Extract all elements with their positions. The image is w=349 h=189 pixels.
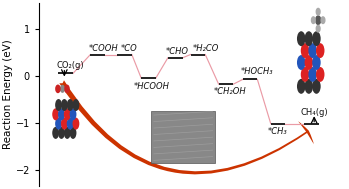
Circle shape — [309, 43, 317, 58]
Circle shape — [301, 43, 309, 58]
Circle shape — [69, 127, 76, 139]
Text: *H₂CO: *H₂CO — [193, 44, 219, 53]
Text: *CHO: *CHO — [166, 47, 189, 56]
Circle shape — [61, 86, 64, 92]
Circle shape — [297, 55, 305, 70]
Circle shape — [316, 9, 320, 15]
Circle shape — [61, 99, 68, 111]
Circle shape — [69, 108, 76, 120]
Circle shape — [316, 25, 320, 32]
Circle shape — [309, 67, 317, 82]
Circle shape — [58, 127, 65, 139]
Circle shape — [312, 17, 315, 23]
Circle shape — [297, 31, 305, 46]
Circle shape — [316, 67, 325, 82]
Circle shape — [305, 79, 313, 94]
Circle shape — [316, 43, 325, 58]
Circle shape — [67, 99, 74, 111]
Circle shape — [67, 118, 74, 130]
Circle shape — [316, 16, 321, 24]
Circle shape — [64, 108, 70, 120]
Circle shape — [312, 79, 321, 94]
Text: *CO: *CO — [120, 44, 137, 53]
Circle shape — [312, 55, 321, 70]
Text: *CH₃: *CH₃ — [267, 127, 287, 136]
Circle shape — [301, 67, 309, 82]
Text: CO₂(g): CO₂(g) — [56, 61, 84, 70]
FancyBboxPatch shape — [151, 111, 215, 163]
Circle shape — [61, 118, 68, 130]
Circle shape — [64, 127, 70, 139]
Circle shape — [73, 99, 79, 111]
Circle shape — [321, 17, 325, 23]
Circle shape — [55, 118, 62, 130]
Y-axis label: Reaction Energy (eV): Reaction Energy (eV) — [3, 40, 13, 149]
Text: *COOH: *COOH — [88, 44, 118, 53]
Text: *HCOOH: *HCOOH — [134, 81, 170, 91]
Circle shape — [297, 79, 305, 94]
Circle shape — [73, 118, 79, 130]
Text: *HOCH₃: *HOCH₃ — [241, 67, 273, 76]
Circle shape — [305, 31, 313, 46]
Circle shape — [58, 108, 65, 120]
Circle shape — [305, 55, 313, 70]
Circle shape — [52, 108, 59, 120]
Circle shape — [56, 85, 60, 92]
Circle shape — [52, 127, 59, 139]
Text: *CH₂OH: *CH₂OH — [214, 87, 247, 96]
Circle shape — [65, 85, 69, 92]
Circle shape — [312, 31, 321, 46]
Text: CH₄(g): CH₄(g) — [301, 108, 328, 117]
Circle shape — [55, 99, 62, 111]
